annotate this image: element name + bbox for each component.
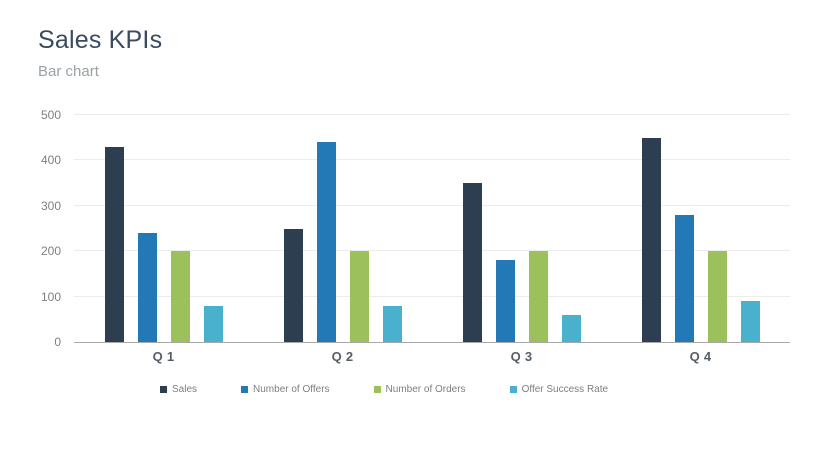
legend-label-offer-success-rate: Offer Success Rate (521, 384, 609, 395)
bar-offer-success-rate-q-2 (382, 305, 402, 342)
bar-number-of-orders-q-4 (707, 251, 727, 342)
x-category-label-q-3: Q 3 (510, 349, 533, 364)
bar-group-q-4 (611, 115, 790, 342)
bar-group-q-3 (432, 115, 611, 342)
legend-swatch-number-of-orders (373, 386, 381, 393)
legend-item-sales: Sales (160, 384, 197, 395)
legend-item-number-of-orders: Number of Orders (373, 384, 466, 395)
y-tick-label: 100 (40, 289, 61, 304)
y-tick-label: 0 (54, 335, 61, 349)
bar-group-q-2 (253, 115, 432, 342)
legend-swatch-number-of-offers (241, 386, 249, 393)
bar-sales-q-2 (283, 228, 303, 342)
legend-label-sales: Sales (172, 384, 198, 395)
plot-area: 0 100 200 300 400 500 (41, 108, 790, 349)
bar-number-of-offers-q-4 (674, 214, 694, 342)
legend-swatch-sales (160, 386, 167, 393)
gridline-400 (74, 159, 790, 161)
legend: Sales Number of Offers Number of Orders Off… (160, 384, 608, 395)
bar-group-q-1 (74, 115, 253, 342)
gridline-200 (74, 250, 790, 252)
x-category-label-q-4: Q 4 (689, 349, 712, 364)
legend-label-number-of-offers: Number of Offers (253, 384, 330, 395)
x-category-label-q-2: Q 2 (331, 349, 354, 364)
legend-swatch-offer-success-rate (509, 386, 517, 393)
gridline-300 (74, 204, 790, 206)
bar-sales-q-4 (641, 137, 661, 342)
bar-offer-success-rate-q-4 (740, 301, 760, 342)
bar-number-of-orders-q-3 (528, 251, 548, 342)
bar-groups (74, 115, 790, 342)
bar-number-of-orders-q-2 (349, 251, 369, 342)
bar-sales-q-3 (462, 183, 482, 342)
bar-number-of-offers-q-3 (495, 260, 515, 342)
legend-item-number-of-offers: Number of Offers (241, 384, 330, 395)
gridline-100 (74, 295, 790, 297)
gridline-500 (74, 114, 790, 115)
bar-number-of-offers-q-2 (316, 142, 336, 342)
x-axis-labels: Q 1 Q 2 Q 3 Q 4 (74, 349, 790, 364)
chart-title: Sales KPIs (38, 26, 163, 54)
legend-item-offer-success-rate: Offer Success Rate (509, 384, 609, 395)
y-tick-label: 400 (40, 153, 61, 168)
bar-sales-q-1 (104, 146, 124, 342)
y-tick-label: 200 (40, 244, 61, 259)
y-tick-label: 500 (40, 108, 61, 122)
bar-offer-success-rate-q-1 (203, 305, 223, 342)
bar-number-of-orders-q-1 (170, 251, 190, 342)
bar-number-of-offers-q-1 (137, 233, 157, 342)
bar-offer-success-rate-q-3 (561, 314, 581, 342)
x-axis-line (74, 342, 790, 343)
legend-label-number-of-orders: Number of Orders (385, 384, 466, 395)
chart-subtitle: Bar chart (38, 63, 99, 80)
y-tick-label: 300 (40, 198, 61, 213)
x-category-label-q-1: Q 1 (152, 349, 175, 364)
